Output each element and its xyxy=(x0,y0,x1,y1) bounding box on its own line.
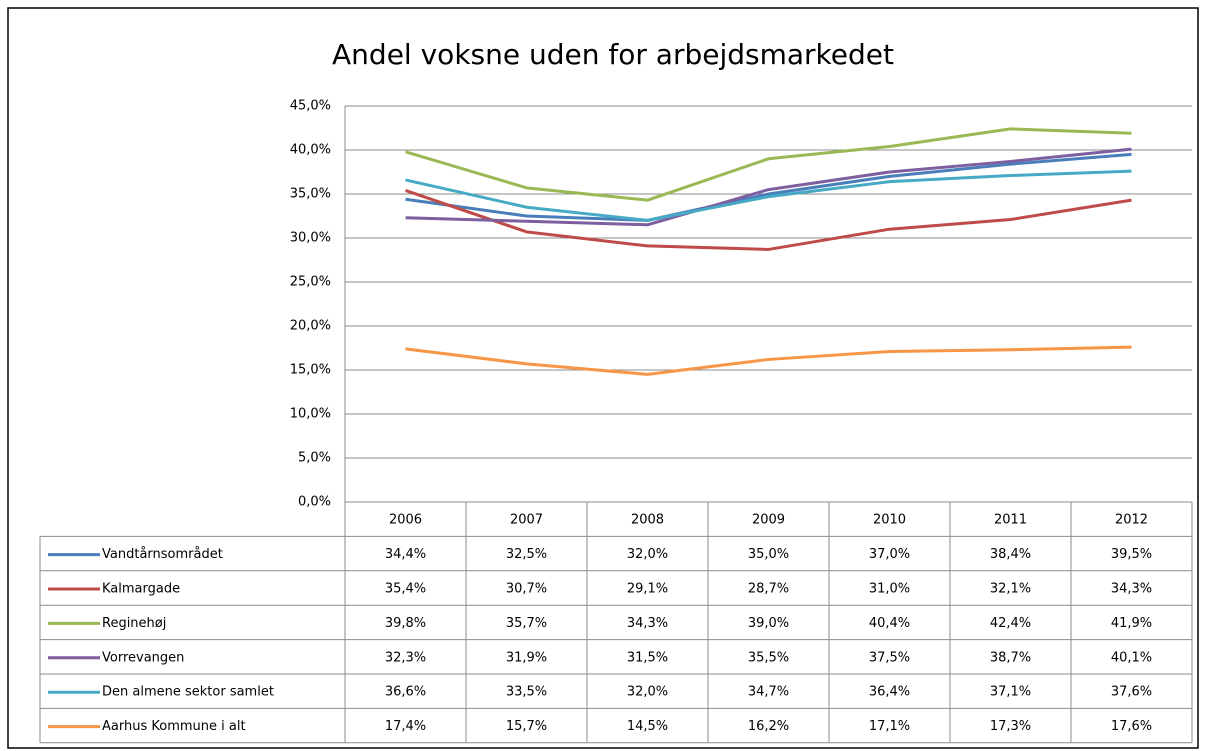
chart-border xyxy=(7,7,1199,749)
value-label: 40,1% xyxy=(1111,650,1152,665)
value-label: 16,2% xyxy=(748,719,789,734)
value-label: 17,3% xyxy=(990,719,1031,734)
value-label: 35,5% xyxy=(748,650,789,665)
value-label: 31,0% xyxy=(869,582,910,597)
value-label: 32,5% xyxy=(506,547,547,562)
value-label: 31,5% xyxy=(627,650,668,665)
x-tick-label: 2010 xyxy=(873,513,906,528)
value-label: 32,3% xyxy=(385,650,426,665)
value-label: 36,4% xyxy=(869,685,910,700)
x-tick-label: 2008 xyxy=(631,513,664,528)
value-label: 42,4% xyxy=(990,616,1031,631)
y-tick-label: 20,0% xyxy=(290,319,331,334)
value-label: 29,1% xyxy=(627,582,668,597)
y-tick-label: 10,0% xyxy=(290,407,331,422)
value-label: 35,4% xyxy=(385,582,426,597)
value-label: 17,6% xyxy=(1111,719,1152,734)
value-label: 33,5% xyxy=(506,685,547,700)
series-line xyxy=(405,127,1132,202)
chart-title: Andel voksne uden for arbejdsmarkedet xyxy=(332,38,894,71)
value-label: 34,3% xyxy=(627,616,668,631)
value-label: 37,5% xyxy=(869,650,910,665)
series-line xyxy=(405,345,1132,376)
value-label: 15,7% xyxy=(506,719,547,734)
y-tick-label: 40,0% xyxy=(290,143,331,158)
legend-label: Reginehøj xyxy=(102,616,166,631)
value-label: 32,0% xyxy=(627,547,668,562)
x-tick-label: 2012 xyxy=(1115,513,1148,528)
value-label: 34,3% xyxy=(1111,582,1152,597)
y-tick-label: 35,0% xyxy=(290,187,331,202)
series-line xyxy=(405,169,1132,222)
series-line xyxy=(405,152,1132,222)
legend-label: Aarhus Kommune i alt xyxy=(102,719,246,734)
x-tick-label: 2009 xyxy=(752,513,785,528)
value-label: 17,1% xyxy=(869,719,910,734)
y-tick-label: 5,0% xyxy=(298,451,331,466)
value-label: 41,9% xyxy=(1111,616,1152,631)
value-label: 39,0% xyxy=(748,616,789,631)
legend-label: Vandtårnsområdet xyxy=(102,547,223,562)
legend-label: Kalmargade xyxy=(102,582,180,597)
value-label: 37,6% xyxy=(1111,685,1152,700)
value-label: 38,7% xyxy=(990,650,1031,665)
y-tick-label: 0,0% xyxy=(298,495,331,510)
value-label: 37,1% xyxy=(990,685,1031,700)
value-label: 14,5% xyxy=(627,719,668,734)
value-label: 37,0% xyxy=(869,547,910,562)
value-label: 32,0% xyxy=(627,685,668,700)
value-label: 34,4% xyxy=(385,547,426,562)
value-label: 39,8% xyxy=(385,616,426,631)
x-tick-label: 2011 xyxy=(994,513,1027,528)
value-label: 36,6% xyxy=(385,685,426,700)
y-tick-label: 30,0% xyxy=(290,231,331,246)
value-label: 38,4% xyxy=(990,547,1031,562)
value-label: 32,1% xyxy=(990,582,1031,597)
x-tick-label: 2006 xyxy=(389,513,422,528)
y-tick-label: 45,0% xyxy=(290,99,331,114)
x-tick-label: 2007 xyxy=(510,513,543,528)
series-line xyxy=(405,189,1132,251)
value-label: 31,9% xyxy=(506,650,547,665)
value-label: 34,7% xyxy=(748,685,789,700)
y-tick-label: 15,0% xyxy=(290,363,331,378)
value-label: 28,7% xyxy=(748,582,789,597)
y-tick-label: 25,0% xyxy=(290,275,331,290)
legend-label: Den almene sektor samlet xyxy=(102,685,274,700)
legend-label: Vorrevangen xyxy=(102,650,184,665)
value-label: 30,7% xyxy=(506,582,547,597)
value-label: 35,0% xyxy=(748,547,789,562)
value-label: 35,7% xyxy=(506,616,547,631)
value-label: 40,4% xyxy=(869,616,910,631)
value-label: 17,4% xyxy=(385,719,426,734)
series-line xyxy=(405,147,1132,227)
value-label: 39,5% xyxy=(1111,547,1152,562)
